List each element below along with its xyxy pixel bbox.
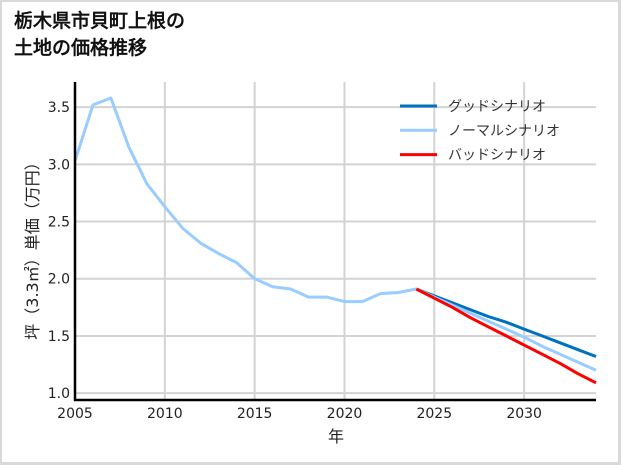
- y-tick-label: 2.5: [48, 215, 70, 231]
- y-tick-label: 3.0: [48, 157, 70, 173]
- y-tick-label: 1.5: [48, 329, 70, 345]
- x-tick-label: 2010: [147, 406, 183, 422]
- data-series: [73, 96, 597, 385]
- axes: [73, 82, 596, 402]
- series-line-normal_history: [73, 96, 417, 304]
- y-tick-label: 3.5: [48, 100, 70, 116]
- legend-label: バッドシナリオ: [448, 148, 546, 164]
- x-axis-tick-labels: 2005 2010 2015 2020 2025 2030: [57, 406, 542, 422]
- series-line-good: [415, 287, 597, 358]
- legend-item: ノーマルシナリオ: [400, 123, 560, 139]
- x-tick-label: 2005: [57, 406, 93, 422]
- x-tick-label: 2015: [237, 406, 273, 422]
- y-axis-tick-labels: 1.0 1.5 2.0 2.5 3.0 3.5: [48, 100, 70, 402]
- x-tick-label: 2030: [506, 406, 542, 422]
- series-line-bad: [415, 287, 597, 385]
- chart-title: 栃木県市貝町上根の 土地の価格推移: [14, 8, 185, 62]
- x-tick-label: 2020: [327, 406, 363, 422]
- y-axis-title: 坪（3.3㎡）単価（万円）: [23, 154, 42, 339]
- legend-item: バッドシナリオ: [400, 148, 546, 164]
- series-line-normal: [415, 287, 597, 372]
- x-axis-title: 年: [328, 427, 344, 446]
- chart-title-line-2: 土地の価格推移: [14, 37, 148, 59]
- legend-label: グッドシナリオ: [448, 99, 546, 115]
- x-tick-label: 2025: [416, 406, 452, 422]
- chart-title-line-1: 栃木県市貝町上根の: [14, 10, 186, 32]
- legend-label: ノーマルシナリオ: [448, 123, 560, 139]
- y-tick-label: 2.0: [48, 272, 70, 288]
- legend-item: グッドシナリオ: [400, 99, 546, 115]
- y-tick-label: 1.0: [48, 386, 70, 402]
- grid-lines: [75, 82, 596, 400]
